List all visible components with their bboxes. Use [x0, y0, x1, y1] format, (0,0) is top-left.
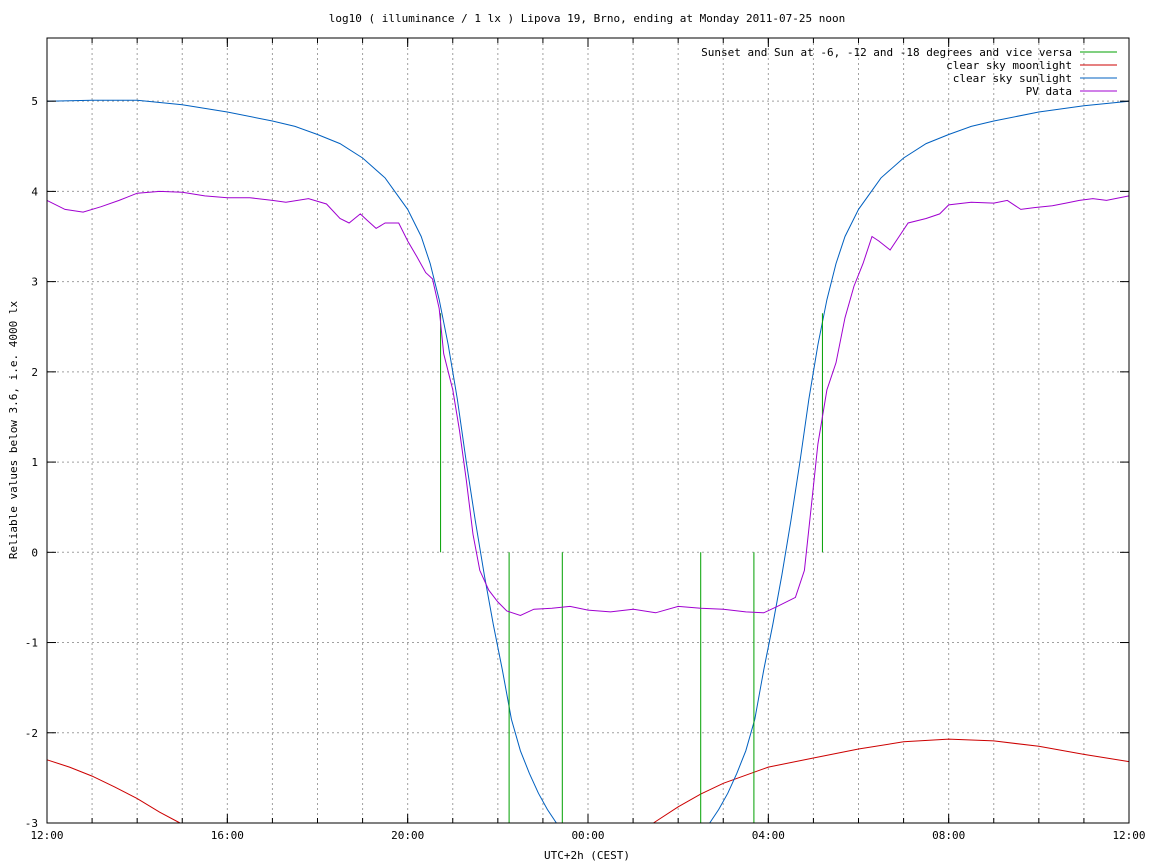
y-tick-label: 2 [31, 366, 38, 379]
x-tick-label: 20:00 [391, 829, 424, 842]
legend-label: clear sky moonlight [946, 59, 1072, 72]
moonlight-line [653, 738, 1130, 824]
plot-frame [46, 37, 1130, 824]
y-tick-label: 0 [31, 546, 38, 559]
pv-data-line [46, 190, 1130, 617]
series-layer [46, 99, 1130, 824]
grid-lines [47, 38, 1129, 823]
legend: Sunset and Sun at -6, -12 and -18 degree… [701, 46, 1117, 98]
chart-title: log10 ( illuminance / 1 lx ) Lipova 19, … [329, 12, 846, 25]
y-tick-label: -1 [25, 637, 38, 650]
y-tick-label: -3 [25, 817, 38, 830]
x-tick-label: 08:00 [932, 829, 965, 842]
y-tick-label: -2 [25, 727, 38, 740]
y-tick-label: 4 [31, 185, 38, 198]
moonlight-line [46, 759, 181, 824]
y-tick-label: 5 [31, 95, 38, 108]
legend-label: Sunset and Sun at -6, -12 and -18 degree… [701, 46, 1072, 59]
y-axis-label: Reliable values below 3.6, i.e. 4000 lx [7, 300, 20, 559]
y-tick-label: 1 [31, 456, 38, 469]
x-tick-label: 00:00 [571, 829, 604, 842]
x-tick-label: 12:00 [1112, 829, 1145, 842]
legend-label: clear sky sunlight [953, 72, 1072, 85]
x-axis-label: UTC+2h (CEST) [544, 849, 630, 862]
axis-ticks: 12:00 16:00 20:00 00:00 04:00 08:00 12:00-3-2-… [25, 38, 1146, 842]
legend-label: PV data [1026, 85, 1072, 98]
sunlight-line [46, 99, 557, 824]
y-tick-label: 3 [31, 276, 38, 289]
x-tick-label: 16:00 [211, 829, 244, 842]
x-tick-label: 04:00 [752, 829, 785, 842]
x-tick-label: 12:00 [30, 829, 63, 842]
